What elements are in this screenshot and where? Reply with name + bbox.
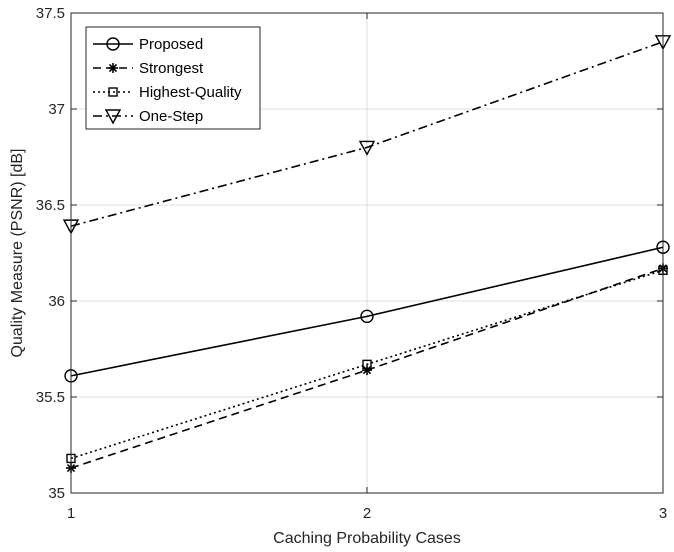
data-point-one-step — [358, 140, 376, 156]
y-tick-label: 37 — [48, 101, 65, 118]
y-tick-label: 35 — [48, 485, 65, 502]
x-tick-label: 3 — [659, 505, 667, 522]
series-line-strongest — [70, 267, 664, 469]
x-tick-label: 1 — [67, 505, 75, 522]
legend: Proposed Strongest Highest-Quality One-Step — [85, 26, 261, 130]
y-tick-label: 36 — [48, 293, 65, 310]
series-line-proposed — [70, 246, 664, 377]
legend-marker — [108, 87, 118, 97]
legend-label: Highest-Quality — [139, 84, 242, 101]
tick-labels: 1 2 3 35 35.5 36 36.5 37 37.5 — [36, 5, 667, 522]
legend-item: Proposed — [93, 36, 203, 53]
data-point-highest-quality — [362, 359, 372, 370]
legend-item: Strongest — [93, 60, 204, 77]
axis-ticks — [70, 12, 664, 494]
y-axis-title: Quality Measure (PSNR) [dB] — [9, 149, 26, 358]
legend-marker — [108, 63, 118, 73]
data-point-proposed — [360, 309, 374, 324]
series-line-highest-quality — [70, 269, 664, 460]
series-lines — [70, 41, 664, 469]
y-tick-label: 35.5 — [36, 389, 65, 406]
legend-label: One-Step — [139, 108, 203, 125]
legend-label: Proposed — [139, 36, 203, 53]
x-tick-label: 2 — [363, 505, 371, 522]
y-tick-label: 36.5 — [36, 197, 65, 214]
legend-marker — [106, 37, 120, 51]
legend-item: One-Step — [93, 108, 203, 125]
legend-marker — [104, 109, 122, 125]
x-axis-title: Caching Probability Cases — [273, 530, 461, 547]
legend-label: Strongest — [139, 60, 204, 77]
series-line-one-step — [70, 41, 664, 227]
legend-item: Highest-Quality — [93, 84, 242, 101]
y-tick-label: 37.5 — [36, 5, 65, 22]
